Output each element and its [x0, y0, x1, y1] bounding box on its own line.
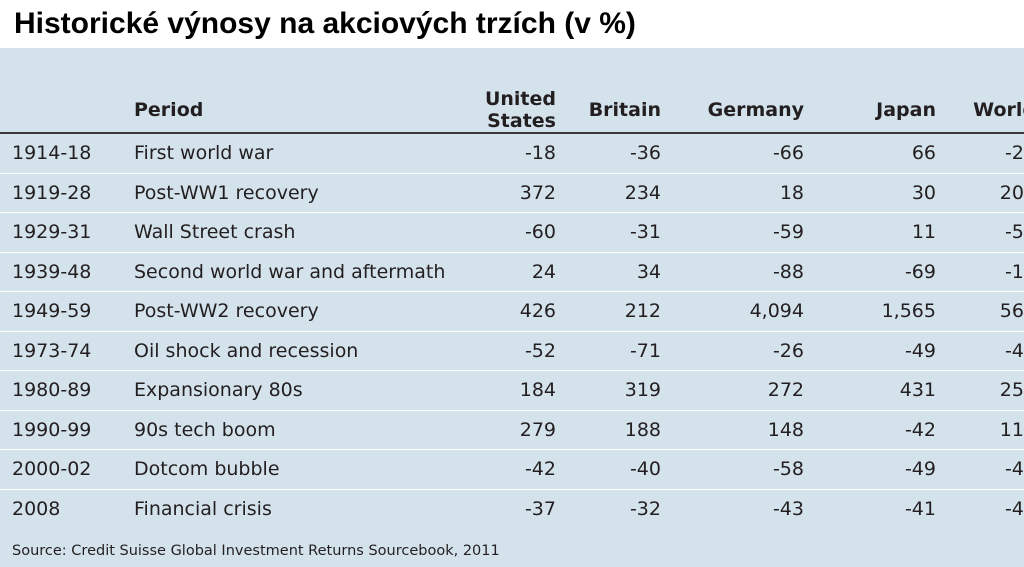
cell-world: -19 — [936, 252, 1024, 292]
cell-period: Financial crisis — [134, 497, 272, 520]
cell-germany: 4,094 — [661, 291, 804, 332]
cell-world: -53 — [936, 212, 1024, 253]
cell-germany: -43 — [772, 497, 804, 520]
cell-japan: 66 — [804, 133, 936, 174]
table-row: 1973-74 Oil shock and recession -52 -71 -26-… — [0, 331, 1024, 371]
cell-united-states: -42 — [434, 449, 556, 490]
table-panel: Period United States Britain Germany Jap… — [0, 48, 1024, 567]
cell-britain: 234 — [556, 173, 661, 213]
cell-germany: -58 — [661, 449, 804, 490]
cell-united-states: 426 — [434, 291, 556, 332]
cell-germany: -59 — [661, 212, 804, 253]
header-japan: Japan — [804, 88, 936, 134]
cell-period: Dotcom bubble — [134, 449, 434, 490]
table-row: 1939-48 Second world war and aftermath 24 3… — [0, 252, 1024, 292]
cell-japan: -69 — [804, 252, 936, 292]
cell-japan: -49 — [804, 449, 936, 490]
cell-world: 208 — [936, 173, 1024, 213]
cell-united-states: -37 — [524, 497, 556, 520]
cell-britain: 212 — [556, 291, 661, 332]
cell-japan: 30 — [804, 173, 936, 213]
cell-years: 2000-02 — [0, 449, 134, 490]
cell-japan: -41 — [904, 497, 936, 520]
cell-period: Post-WW2 recovery — [134, 291, 434, 332]
cell-japan: 431 — [804, 370, 936, 411]
page-title: Historické výnosy na akciových trzích (v… — [14, 7, 636, 40]
cell-years: 1919-28 — [0, 173, 134, 213]
cell-germany: 18 — [661, 173, 804, 213]
header-united-states: United States — [434, 88, 556, 134]
cell-japan: -49 — [804, 331, 936, 371]
cell-period: Expansionary 80s — [134, 370, 434, 411]
cell-world: -21 — [936, 133, 1024, 174]
cell-britain: -40 — [556, 449, 661, 490]
cell-period: Wall Street crash — [134, 212, 434, 253]
table-row: 2008 Financial crisis -37 -32 -43 -41 -40 — [0, 489, 1024, 528]
cell-period: Second world war and aftermath — [134, 252, 445, 292]
cell-united-states: -52 — [434, 331, 556, 371]
cell-britain: -32 — [629, 497, 661, 520]
cell-germany: -26 — [661, 331, 804, 371]
cell-period: First world war — [134, 133, 434, 174]
cell-germany: -66 — [661, 133, 804, 174]
cell-united-states: -18 — [434, 133, 556, 174]
cell-united-states: 24 — [434, 252, 556, 292]
cell-germany: -88 — [661, 252, 804, 292]
cell-united-states: -60 — [434, 212, 556, 253]
returns-table: Period United States Britain Germany Jap… — [0, 88, 1024, 528]
cell-japan: 1,565 — [804, 291, 936, 332]
cell-world: -44 — [936, 449, 1024, 490]
cell-years: 1990-99 — [0, 410, 134, 450]
cell-period: Post-WW1 recovery — [134, 173, 434, 213]
cell-years: 1949-59 — [0, 291, 134, 332]
cell-world: -47 — [936, 331, 1024, 371]
cell-years: 2008 — [12, 497, 61, 520]
header-period: Period — [134, 88, 434, 134]
cell-united-states: 372 — [434, 173, 556, 213]
cell-britain: 188 — [556, 410, 661, 450]
cell-years: 1973-74 — [0, 331, 134, 371]
cell-britain: 34 — [556, 252, 661, 292]
cell-britain: -31 — [556, 212, 661, 253]
cell-japan: 11 — [804, 212, 936, 253]
cell-united-states: 279 — [434, 410, 556, 450]
cell-germany: 272 — [661, 370, 804, 411]
cell-world: 562 — [936, 291, 1024, 332]
cell-britain: -36 — [556, 133, 661, 174]
cell-world: -40 — [1004, 497, 1024, 520]
cell-japan: -42 — [804, 410, 936, 450]
table-row: 1949-59 Post-WW2 recovery 426 212 4,094 1,565… — [0, 291, 1024, 332]
header-world: World — [936, 88, 1024, 134]
header-germany: Germany — [661, 88, 804, 134]
cell-britain: 319 — [556, 370, 661, 411]
cell-years: 1980-89 — [0, 370, 134, 411]
cell-years: 1914-18 — [0, 133, 134, 174]
header-years — [0, 88, 134, 134]
cell-world: 114 — [936, 410, 1024, 450]
cell-world: 255 — [936, 370, 1024, 411]
cell-years: 1939-48 — [0, 252, 134, 292]
cell-period: Oil shock and recession — [134, 331, 434, 371]
cell-britain: -71 — [556, 331, 661, 371]
cell-period: 90s tech boom — [134, 410, 434, 450]
cell-united-states: 184 — [434, 370, 556, 411]
cell-germany: 148 — [661, 410, 804, 450]
cell-years: 1929-31 — [0, 212, 134, 253]
source-note: Source: Credit Suisse Global Investment … — [12, 543, 500, 559]
table-header-row: Period United States Britain Germany Jap… — [0, 88, 1024, 134]
header-britain: Britain — [556, 88, 661, 134]
